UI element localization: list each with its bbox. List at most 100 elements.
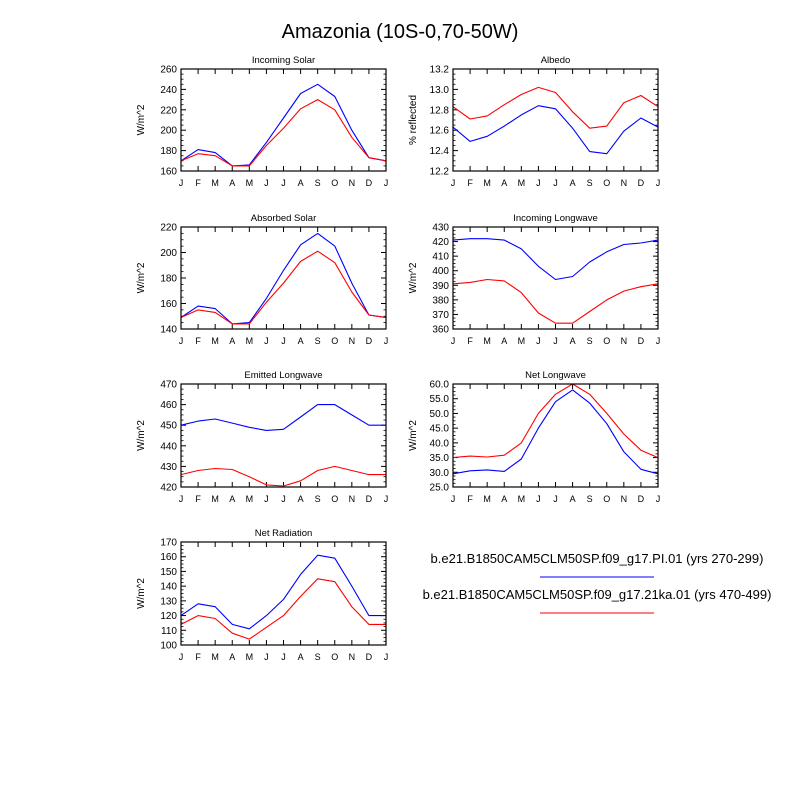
- incoming-longwave-ylabel: W/m^2: [408, 262, 419, 293]
- emitted-longwave-title: Emitted Longwave: [244, 370, 322, 381]
- emitted-longwave-ytick-label: 470: [160, 380, 177, 391]
- emitted-longwave-xtick-label: M: [246, 494, 254, 504]
- absorbed-solar-ytick-label: 160: [160, 299, 177, 310]
- absorbed-solar-series-21ka: [180, 250, 387, 325]
- net-longwave-xtick-label: J: [536, 494, 541, 504]
- net-longwave-panel: Net Longwave W/m^2 25.0 30.0 35.0 40.0 45.0 50.…: [408, 370, 660, 504]
- net-longwave-ytick-label: 35.0: [430, 453, 450, 464]
- incoming-solar-xtick-label: M: [246, 178, 254, 188]
- net-longwave-xtick-label: J: [553, 494, 558, 504]
- emitted-longwave-xtick-label: J: [384, 494, 389, 504]
- incoming-longwave-series-21ka: [452, 278, 659, 324]
- net-radiation-ytick-label: 160: [160, 552, 177, 563]
- net-radiation-xtick-label: S: [315, 652, 321, 662]
- net-longwave-ytick-label: 60.0: [430, 380, 450, 391]
- incoming-longwave-ytick-label: 400: [432, 266, 449, 277]
- incoming-solar-ytick-label: 220: [160, 105, 177, 116]
- emitted-longwave-xtick-label: O: [331, 494, 338, 504]
- emitted-longwave-xtick-label: J: [264, 494, 269, 504]
- incoming-solar-xtick-label: D: [366, 178, 373, 188]
- incoming-longwave-xtick-label: O: [603, 336, 610, 346]
- net-radiation-xtick-label: J: [179, 652, 184, 662]
- incoming-solar-ytick-label: 200: [160, 126, 177, 137]
- incoming-solar-title: Incoming Solar: [252, 55, 315, 66]
- absorbed-solar-frame: [180, 226, 387, 330]
- emitted-longwave-xtick-label: D: [366, 494, 373, 504]
- absorbed-solar-ytick-label: 200: [160, 248, 177, 259]
- net-longwave-ytick-label: 55.0: [430, 394, 450, 405]
- absorbed-solar-ytick-label: 180: [160, 274, 177, 285]
- absorbed-solar-series-pi: [180, 232, 387, 325]
- figure-title: Amazonia (10S-0,70-50W): [282, 21, 519, 43]
- incoming-longwave-xtick-label: J: [451, 336, 456, 346]
- net-longwave-ytick-label: 50.0: [430, 409, 450, 420]
- net-longwave-xtick-label: F: [467, 494, 473, 504]
- net-longwave-series-21ka: [452, 383, 659, 459]
- absorbed-solar-xtick-label: S: [315, 336, 321, 346]
- net-radiation-ytick-label: 170: [160, 538, 177, 549]
- incoming-longwave-xtick-label: S: [587, 336, 593, 346]
- albedo-series-21ka: [452, 86, 659, 129]
- albedo-xtick-label: J: [536, 178, 541, 188]
- albedo-ytick-label: 12.6: [430, 126, 450, 137]
- net-radiation-ytick-label: 120: [160, 611, 177, 622]
- incoming-longwave-xtick-label: A: [570, 336, 576, 346]
- net-radiation-ytick-label: 110: [161, 626, 177, 637]
- albedo-xtick-label: S: [587, 178, 593, 188]
- net-longwave-ytick-label: 30.0: [430, 468, 450, 479]
- incoming-longwave-ytick-label: 370: [432, 310, 449, 321]
- net-radiation-ytick-label: 130: [160, 596, 177, 607]
- incoming-longwave-ytick-label: 380: [432, 295, 449, 306]
- incoming-solar-xtick-label: J: [264, 178, 269, 188]
- net-longwave-series-pi: [452, 389, 659, 475]
- incoming-longwave-title: Incoming Longwave: [513, 213, 598, 224]
- net-radiation-ylabel: W/m^2: [136, 578, 147, 609]
- emitted-longwave-xtick-label: M: [211, 494, 219, 504]
- incoming-solar-xtick-label: J: [179, 178, 184, 188]
- net-radiation-xtick-label: A: [298, 652, 304, 662]
- net-longwave-ytick-label: 25.0: [430, 483, 450, 494]
- absorbed-solar-xtick-label: A: [229, 336, 235, 346]
- net-longwave-xtick-label: S: [587, 494, 593, 504]
- net-longwave-xtick-label: J: [656, 494, 661, 504]
- incoming-solar-xtick-label: J: [281, 178, 286, 188]
- net-longwave-xtick-label: M: [518, 494, 526, 504]
- albedo-xtick-label: A: [570, 178, 576, 188]
- incoming-longwave-panel: Incoming Longwave W/m^2 360 370 380 390 400 410…: [408, 213, 660, 346]
- incoming-longwave-ytick-label: 430: [432, 223, 449, 234]
- incoming-solar-ytick-label: 240: [160, 85, 177, 96]
- net-longwave-xtick-label: D: [638, 494, 645, 504]
- net-radiation-xtick-label: J: [281, 652, 286, 662]
- albedo-xtick-label: M: [518, 178, 526, 188]
- incoming-longwave-xtick-label: M: [483, 336, 491, 346]
- net-radiation-xtick-label: M: [246, 652, 254, 662]
- albedo-panel: Albedo % reflected 12.2 12.4 12.6 12.8 13.0 13.…: [408, 55, 660, 188]
- net-longwave-xtick-label: A: [570, 494, 576, 504]
- absorbed-solar-xtick-label: O: [331, 336, 338, 346]
- incoming-solar-xtick-label: A: [229, 178, 235, 188]
- albedo-xtick-label: F: [467, 178, 473, 188]
- emitted-longwave-ytick-label: 460: [160, 400, 177, 411]
- incoming-solar-ylabel: W/m^2: [136, 104, 147, 135]
- albedo-xtick-label: N: [621, 178, 628, 188]
- albedo-xtick-label: D: [638, 178, 645, 188]
- net-longwave-xtick-label: M: [483, 494, 491, 504]
- incoming-solar-series-21ka: [180, 99, 387, 167]
- net-longwave-xtick-label: O: [603, 494, 610, 504]
- absorbed-solar-ylabel: W/m^2: [136, 262, 147, 293]
- albedo-xtick-label: J: [451, 178, 456, 188]
- incoming-longwave-xtick-label: F: [467, 336, 473, 346]
- net-radiation-frame: [180, 541, 387, 646]
- net-longwave-xtick-label: A: [501, 494, 507, 504]
- absorbed-solar-xtick-label: J: [179, 336, 184, 346]
- incoming-longwave-xtick-label: M: [518, 336, 526, 346]
- legend-label-1: b.e21.B1850CAM5CLM50SP.f09_g17.21ka.01 (…: [423, 587, 772, 602]
- incoming-longwave-ytick-label: 410: [432, 252, 449, 263]
- incoming-longwave-xtick-label: N: [621, 336, 628, 346]
- net-radiation-ytick-label: 140: [160, 582, 177, 593]
- absorbed-solar-xtick-label: N: [349, 336, 356, 346]
- net-radiation-xtick-label: J: [264, 652, 269, 662]
- emitted-longwave-frame: [180, 383, 387, 488]
